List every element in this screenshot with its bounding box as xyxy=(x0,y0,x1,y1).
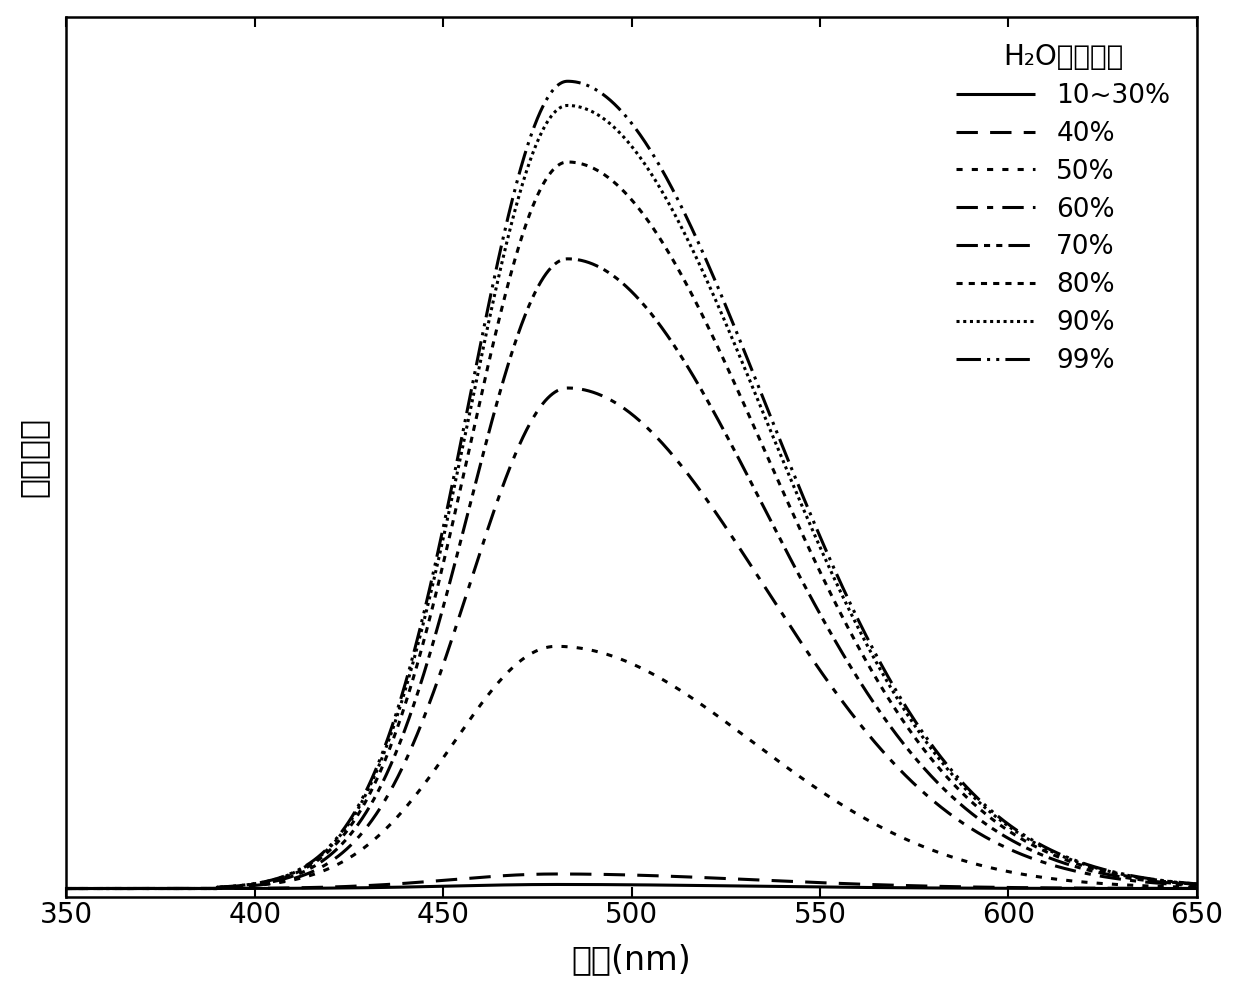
Y-axis label: 荧光强度: 荧光强度 xyxy=(16,417,50,496)
X-axis label: 波长(nm): 波长(nm) xyxy=(572,943,692,976)
Legend: 10~30%, 40%, 50%, 60%, 70%, 80%, 90%, 99%: 10~30%, 40%, 50%, 60%, 70%, 80%, 90%, 99… xyxy=(942,30,1184,387)
